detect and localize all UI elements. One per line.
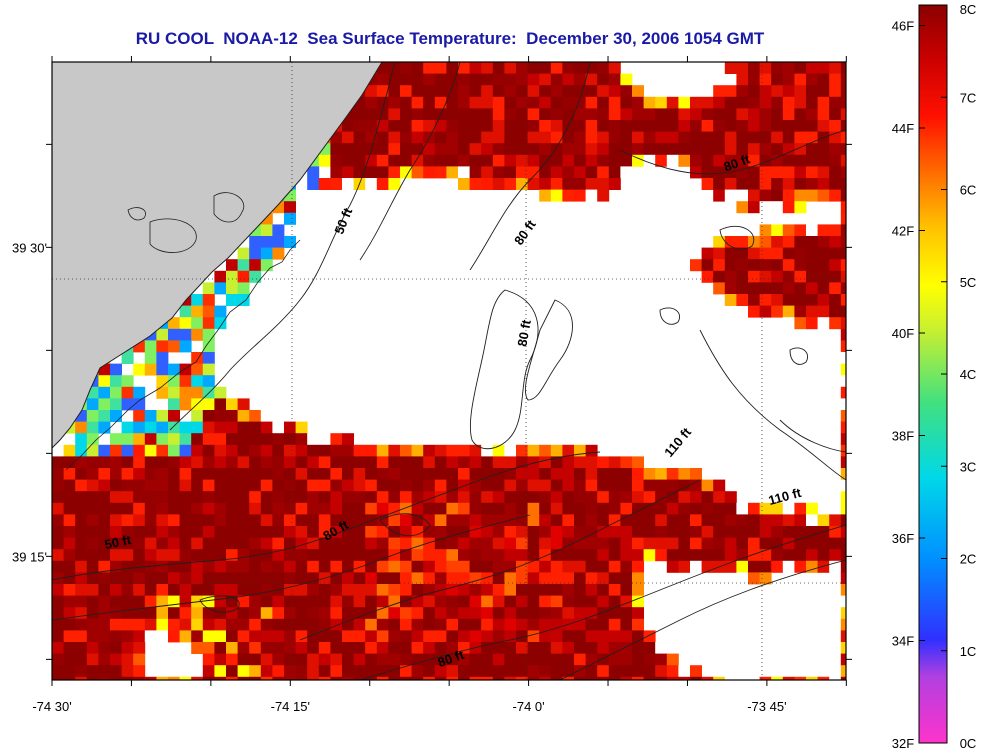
figure-title: RU COOL NOAA-12 Sea Surface Temperature:… — [135, 29, 765, 48]
colorbar-fahrenheit-label-5: 36F — [892, 531, 914, 546]
colorbar-celsius-label-3: 5C — [960, 275, 977, 290]
colorbar-celsius-label-4: 4C — [960, 367, 977, 382]
land-mass — [52, 62, 382, 448]
colorbar-fahrenheit-label-3: 40F — [892, 326, 914, 341]
coastline — [52, 62, 383, 449]
colorbar-celsius-label-6: 2C — [960, 552, 977, 567]
colorbar-celsius-label-0: 8C — [960, 2, 977, 17]
colorbar-fahrenheit-label-4: 38F — [892, 429, 914, 444]
colorbar: 8C 7C 6C 5C 4C 3C 2C 1C 0C 46F 44F 42F 40F 38F 36F 34F 3… — [892, 2, 977, 751]
colorbar-celsius-label-5: 3C — [960, 459, 977, 474]
lon-label-2: -74 0' — [513, 699, 545, 714]
lat-label-0: 39 30' — [12, 240, 47, 255]
colorbar-fahrenheit-label-6: 34F — [892, 634, 914, 649]
lon-label-0: -74 30' — [32, 699, 71, 714]
contour-label-6: 50 ft — [103, 532, 133, 552]
colorbar-celsius-label-7: 1C — [960, 644, 977, 659]
lon-label-3: -73 45' — [747, 699, 786, 714]
colorbar-celsius-label-1: 7C — [960, 90, 977, 105]
colorbar-fahrenheit-label-1: 44F — [892, 121, 914, 136]
colorbar-celsius-label-8: 0C — [960, 736, 977, 751]
colorbar-celsius-label-2: 6C — [960, 183, 977, 198]
colorbar-fahrenheit-label-2: 42F — [892, 224, 914, 239]
contour-label-3: 80 ft — [514, 318, 534, 348]
axis-labels: -74 30' -74 15' -74 0' -73 45' 39 30' 39 15' — [12, 240, 787, 714]
colorbar-fahrenheit-label-7: 32F — [892, 736, 914, 751]
colorbar-fahrenheit-label-0: 46F — [892, 19, 914, 34]
lon-label-1: -74 15' — [271, 699, 310, 714]
lat-label-1: 39 15' — [12, 549, 47, 564]
bathymetry-contours — [52, 62, 846, 680]
axis-ticks — [46, 56, 852, 686]
